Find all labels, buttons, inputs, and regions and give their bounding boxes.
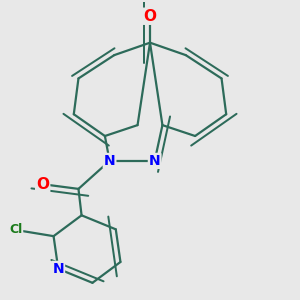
- Text: Cl: Cl: [9, 224, 22, 236]
- Text: N: N: [149, 154, 161, 168]
- Text: N: N: [104, 154, 116, 168]
- Text: O: O: [36, 177, 49, 192]
- Text: N: N: [52, 262, 64, 276]
- Text: O: O: [143, 9, 157, 24]
